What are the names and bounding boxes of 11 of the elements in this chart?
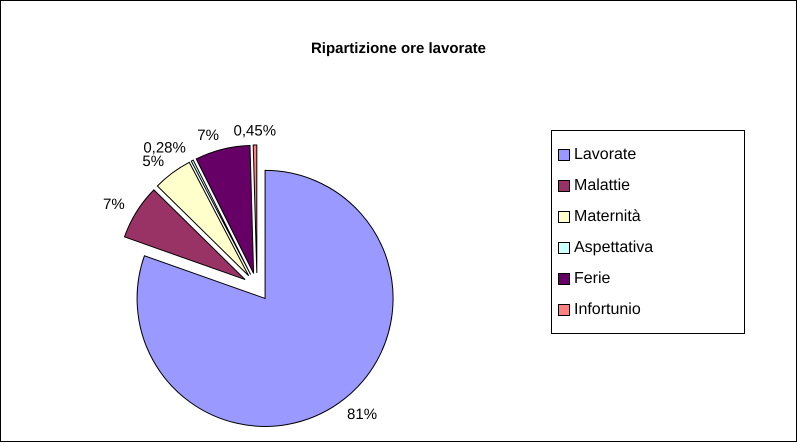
data-label: 0,45% [234, 122, 276, 140]
legend-label: Aspettativa [574, 238, 654, 256]
data-label: 7% [197, 127, 219, 144]
legend-label: Ferie [574, 270, 610, 288]
chart-title: Ripartizione ore lavorate [310, 40, 488, 57]
data-label: 81% [347, 406, 378, 423]
legend-label: Lavorate [574, 146, 636, 164]
legend-label: Maternità [574, 208, 641, 226]
legend-label: Malattie [574, 176, 630, 194]
data-label: 7% [103, 196, 125, 213]
legend-label: Infortunio [574, 300, 641, 318]
